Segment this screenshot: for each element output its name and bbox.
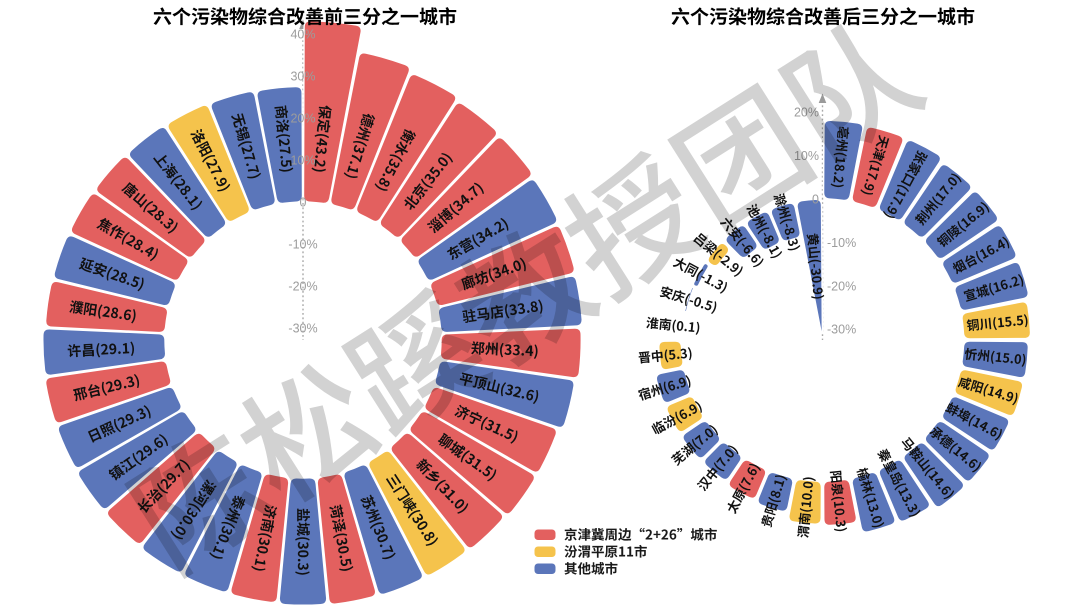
svg-text:20%: 20% bbox=[794, 106, 819, 120]
svg-text:-30%: -30% bbox=[827, 323, 856, 337]
svg-text:0: 0 bbox=[812, 193, 819, 207]
svg-text:10%: 10% bbox=[794, 149, 819, 163]
svg-text:汾渭平原11市: 汾渭平原11市 bbox=[564, 541, 647, 561]
svg-text:其他城市: 其他城市 bbox=[564, 558, 618, 578]
svg-text:郑州(33.4): 郑州(33.4) bbox=[470, 338, 539, 361]
svg-text:六个污染物综合改善前三分之一城市: 六个污染物综合改善前三分之一城市 bbox=[153, 3, 457, 30]
svg-text:40%: 40% bbox=[290, 28, 315, 42]
svg-text:30%: 30% bbox=[290, 70, 315, 84]
svg-text:-20%: -20% bbox=[827, 279, 856, 293]
svg-text:许昌(29.1): 许昌(29.1) bbox=[67, 338, 136, 361]
svg-text:六个污染物综合改善后三分之一城市: 六个污染物综合改善后三分之一城市 bbox=[671, 3, 975, 30]
svg-text:20%: 20% bbox=[290, 112, 315, 126]
svg-text:-20%: -20% bbox=[288, 280, 317, 294]
svg-text:-10%: -10% bbox=[288, 238, 317, 252]
svg-text:10%: 10% bbox=[290, 154, 315, 168]
svg-text:京津冀周边“2+26”城市: 京津冀周边“2+26”城市 bbox=[564, 524, 717, 544]
svg-text:-10%: -10% bbox=[827, 236, 856, 250]
svg-text:-30%: -30% bbox=[288, 322, 317, 336]
svg-text:盐城(30.3): 盐城(30.3) bbox=[293, 508, 313, 576]
svg-text:0: 0 bbox=[300, 196, 307, 210]
